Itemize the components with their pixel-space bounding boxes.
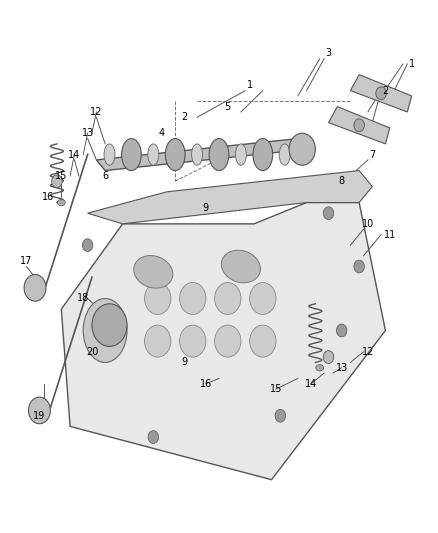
Text: 8: 8 (339, 176, 345, 186)
Circle shape (52, 175, 62, 188)
Polygon shape (328, 107, 390, 144)
Circle shape (354, 260, 364, 273)
Text: 15: 15 (55, 171, 67, 181)
Circle shape (148, 431, 159, 443)
Circle shape (289, 133, 315, 165)
Ellipse shape (121, 139, 141, 171)
Ellipse shape (215, 325, 241, 357)
Text: 19: 19 (33, 411, 46, 421)
Ellipse shape (134, 255, 173, 288)
Circle shape (323, 351, 334, 364)
Circle shape (24, 274, 46, 301)
Text: 9: 9 (203, 203, 209, 213)
Text: 1: 1 (247, 80, 253, 90)
Text: 5: 5 (225, 102, 231, 111)
Text: 9: 9 (181, 358, 187, 367)
Ellipse shape (209, 139, 229, 171)
Ellipse shape (145, 282, 171, 314)
Text: 13: 13 (336, 363, 348, 373)
Ellipse shape (145, 325, 171, 357)
Text: 14: 14 (68, 150, 81, 159)
Ellipse shape (192, 144, 202, 165)
Text: 13: 13 (81, 128, 94, 138)
Ellipse shape (250, 325, 276, 357)
Circle shape (354, 119, 364, 132)
Ellipse shape (279, 144, 290, 165)
Circle shape (336, 324, 347, 337)
Ellipse shape (236, 144, 246, 165)
Text: 1: 1 (409, 59, 415, 69)
Text: 20: 20 (86, 347, 98, 357)
Text: 6: 6 (102, 171, 108, 181)
Circle shape (92, 304, 127, 346)
Polygon shape (88, 171, 372, 224)
Circle shape (376, 87, 386, 100)
Ellipse shape (253, 139, 272, 171)
Text: 10: 10 (362, 219, 374, 229)
Polygon shape (61, 203, 385, 480)
Text: 2: 2 (382, 86, 389, 95)
Text: 4: 4 (159, 128, 165, 138)
Text: 12: 12 (362, 347, 374, 357)
Text: 11: 11 (384, 230, 396, 239)
Ellipse shape (166, 139, 185, 171)
Text: 7: 7 (369, 150, 375, 159)
Polygon shape (350, 75, 412, 112)
Ellipse shape (316, 365, 324, 371)
Circle shape (82, 239, 93, 252)
Ellipse shape (104, 144, 115, 165)
Text: 16: 16 (42, 192, 54, 202)
Circle shape (28, 397, 50, 424)
Ellipse shape (180, 282, 206, 314)
Text: 2: 2 (181, 112, 187, 122)
Ellipse shape (57, 199, 65, 206)
Text: 15: 15 (270, 384, 282, 394)
Ellipse shape (215, 282, 241, 314)
Text: 3: 3 (325, 49, 332, 58)
Text: 14: 14 (305, 379, 317, 389)
Circle shape (323, 207, 334, 220)
Text: 12: 12 (90, 107, 102, 117)
Ellipse shape (221, 250, 261, 283)
Ellipse shape (180, 325, 206, 357)
Ellipse shape (250, 282, 276, 314)
Circle shape (275, 409, 286, 422)
Ellipse shape (148, 144, 159, 165)
Text: 17: 17 (20, 256, 32, 266)
Text: 16: 16 (200, 379, 212, 389)
Polygon shape (96, 139, 307, 171)
Text: 18: 18 (77, 294, 89, 303)
Ellipse shape (83, 298, 127, 362)
